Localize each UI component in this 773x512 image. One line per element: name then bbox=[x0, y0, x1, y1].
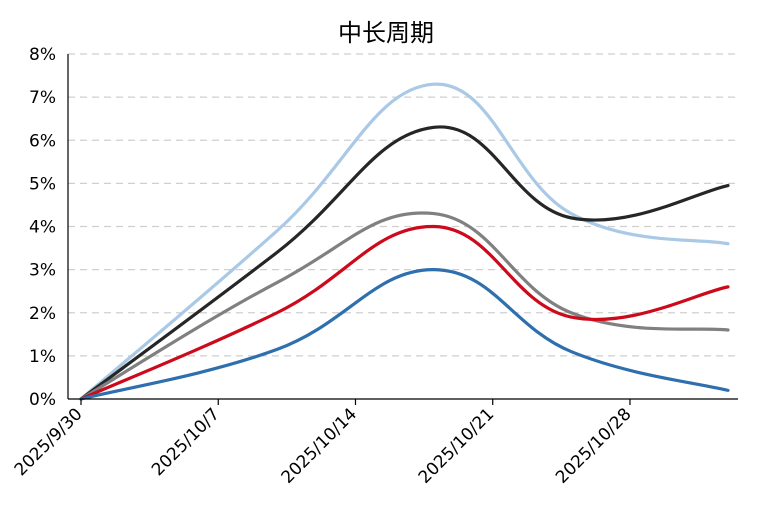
chart-title: 中长周期 bbox=[338, 19, 434, 47]
x-tick-label: 2025/10/21 bbox=[415, 404, 498, 487]
y-tick-label: 4% bbox=[29, 218, 56, 238]
series-line-4 bbox=[79, 224, 730, 401]
y-tick-label: 2% bbox=[29, 304, 56, 324]
y-tick-label: 6% bbox=[29, 131, 56, 151]
series-line-3 bbox=[79, 211, 730, 401]
series-line-2 bbox=[79, 125, 730, 401]
axes bbox=[67, 54, 738, 400]
x-tick-label: 2025/10/7 bbox=[148, 404, 224, 480]
y-tick-label: 7% bbox=[29, 88, 56, 108]
series-line-1 bbox=[79, 82, 730, 401]
x-tick-label: 2025/10/28 bbox=[552, 404, 635, 487]
x-tick-label: 2025/10/14 bbox=[278, 404, 361, 487]
series-lines bbox=[79, 82, 730, 401]
y-tick-label: 3% bbox=[29, 261, 56, 281]
y-tick-label: 8% bbox=[29, 45, 56, 65]
x-axis-ticks: 2025/9/30 2025/10/7 2025/10/14 2025/10/21 20… bbox=[11, 399, 636, 488]
grid-lines bbox=[68, 53, 738, 357]
y-tick-label: 1% bbox=[29, 347, 56, 367]
y-tick-label: 5% bbox=[29, 174, 56, 194]
series-line-5 bbox=[79, 268, 730, 401]
y-tick-label: 0% bbox=[29, 390, 56, 410]
y-axis-ticks: 0% 1% 2% 3% 4% 5% 6% 7% 8% bbox=[29, 45, 56, 410]
x-tick-label: 2025/9/30 bbox=[11, 404, 87, 480]
